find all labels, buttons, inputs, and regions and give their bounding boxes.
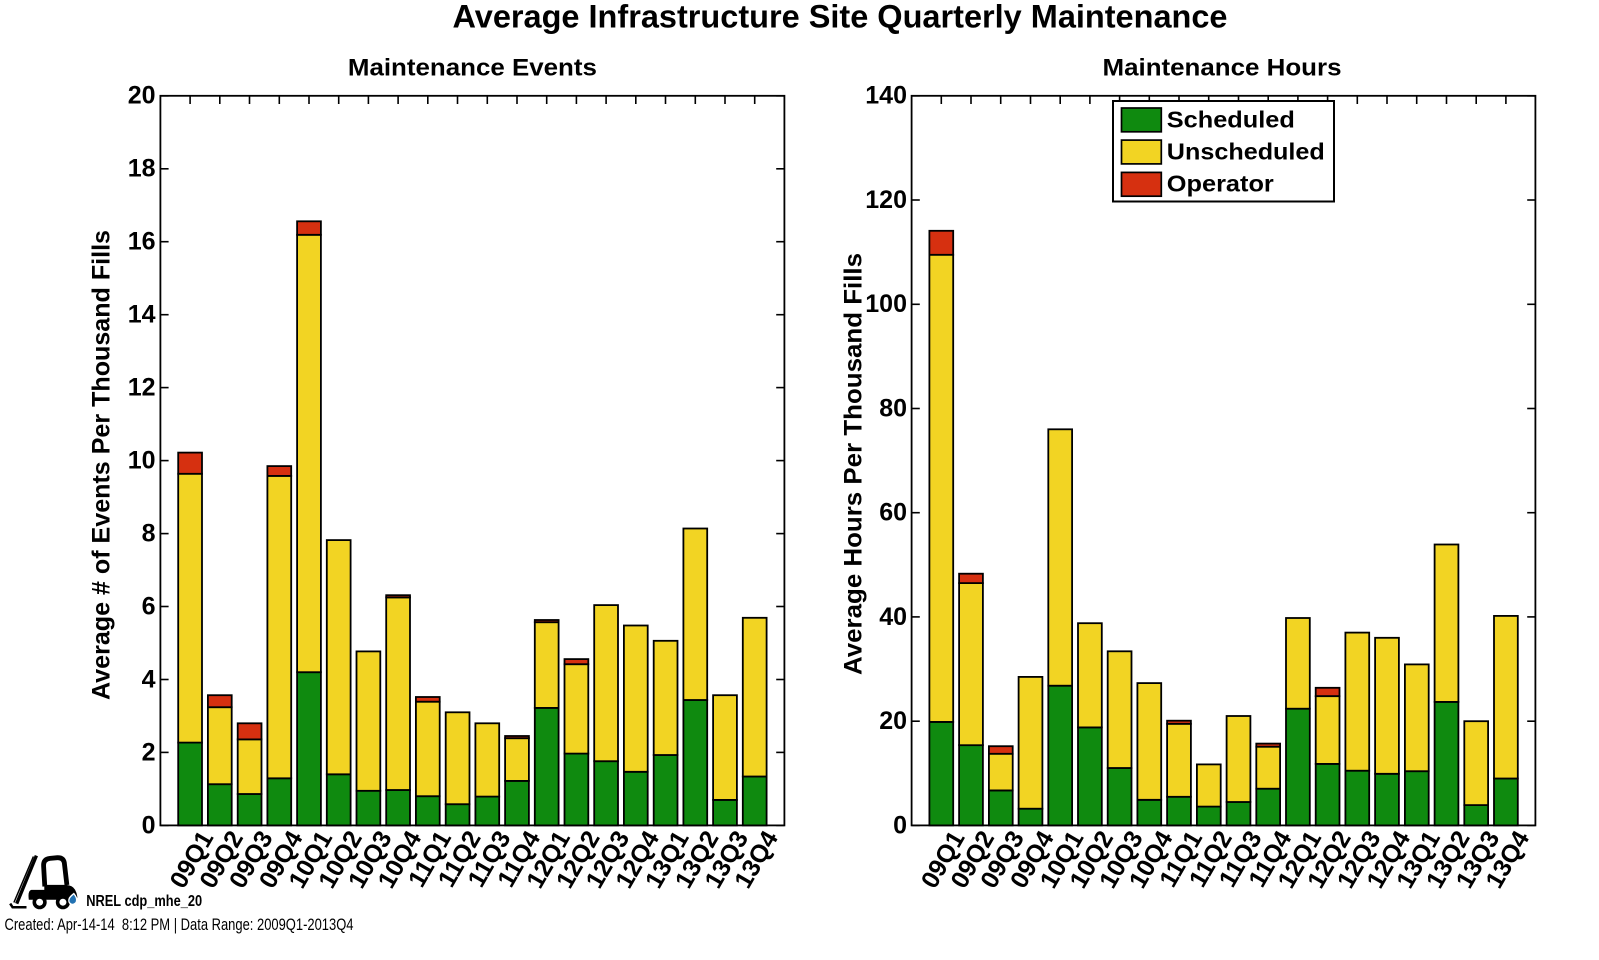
svg-text:Created: Apr-14-14 8:12 PM |: Created: Apr-14-14 8:12 PM | Data Range:… — [5, 916, 354, 934]
svg-text:12: 12 — [128, 374, 156, 402]
svg-text:60: 60 — [879, 499, 907, 527]
svg-text:6: 6 — [142, 592, 156, 620]
svg-text:140: 140 — [865, 82, 907, 110]
svg-text:4: 4 — [142, 665, 156, 693]
svg-text:Average Infrastructure Site Qu: Average Infrastructure Site Quarterly Ma… — [453, 0, 1228, 35]
svg-text:40: 40 — [879, 603, 907, 631]
svg-text:80: 80 — [879, 394, 907, 422]
svg-text:10: 10 — [128, 447, 156, 475]
svg-text:100: 100 — [865, 290, 907, 318]
svg-text:20: 20 — [128, 82, 156, 110]
svg-text:8: 8 — [142, 520, 156, 548]
svg-text:14: 14 — [128, 301, 156, 329]
svg-text:NREL cdp_mhe_20: NREL cdp_mhe_20 — [86, 893, 202, 910]
svg-text:Average # of Events Per Thousa: Average # of Events Per Thousand Fills — [88, 230, 116, 700]
svg-text:Scheduled: Scheduled — [1167, 106, 1295, 132]
svg-text:18: 18 — [128, 155, 156, 183]
svg-text:Maintenance Events: Maintenance Events — [348, 55, 597, 82]
svg-text:2: 2 — [142, 738, 156, 766]
svg-text:Operator: Operator — [1167, 171, 1274, 197]
svg-text:Maintenance Hours: Maintenance Hours — [1103, 55, 1342, 82]
svg-text:Average Hours Per Thousand Fil: Average Hours Per Thousand Fills — [840, 253, 868, 675]
svg-text:16: 16 — [128, 228, 156, 256]
svg-text:0: 0 — [142, 811, 156, 839]
svg-text:0: 0 — [893, 811, 907, 839]
svg-text:120: 120 — [865, 186, 907, 214]
svg-text:Unscheduled: Unscheduled — [1167, 138, 1325, 164]
svg-text:20: 20 — [879, 707, 907, 735]
